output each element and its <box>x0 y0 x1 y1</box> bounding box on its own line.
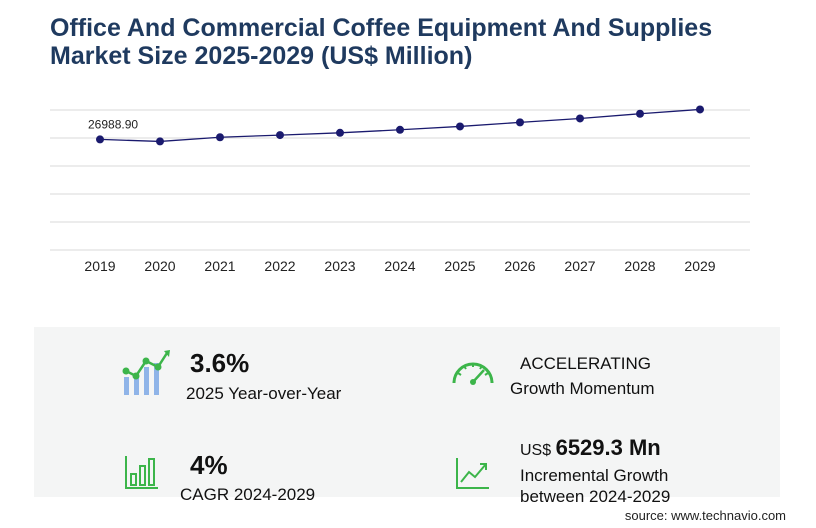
data-point <box>336 128 344 137</box>
x-tick-label: 2026 <box>504 258 535 274</box>
x-tick-label: 2027 <box>564 258 595 274</box>
data-point <box>456 122 464 131</box>
x-tick-label: 2024 <box>384 258 415 274</box>
data-point <box>696 105 704 114</box>
data-point <box>576 114 584 123</box>
chart-title: Office And Commercial Coffee Equipment A… <box>50 14 770 70</box>
x-tick-label: 2023 <box>324 258 355 274</box>
x-tick-label: 2020 <box>144 258 175 274</box>
line-chart: 2019 2020 2021 2022 2023 2024 2025 2026 2027 2028… <box>50 105 750 274</box>
incremental-value: 6529.3 Mn <box>555 435 661 460</box>
bar-growth-icon <box>122 350 170 395</box>
x-tick-label: 2025 <box>444 258 475 274</box>
momentum-value: ACCELERATING <box>520 354 651 373</box>
data-point <box>96 135 104 144</box>
speedometer-icon <box>452 362 494 385</box>
x-tick-label: 2019 <box>84 258 115 274</box>
kpi-panel <box>34 327 780 497</box>
cagr-value: 4% <box>190 450 228 480</box>
data-point <box>636 109 644 118</box>
incremental-label-1: Incremental Growth <box>520 466 669 485</box>
x-tick-label: 2029 <box>684 258 715 274</box>
x-tick-label: 2028 <box>624 258 655 274</box>
incremental-prefix: US$ <box>520 442 552 459</box>
momentum-label: Growth Momentum <box>510 379 655 398</box>
series-line <box>99 108 701 143</box>
incremental-label-2: between 2024-2029 <box>520 487 671 506</box>
cagr-label: CAGR 2024-2029 <box>180 485 316 504</box>
data-point <box>156 137 164 146</box>
data-point <box>276 131 284 140</box>
data-point <box>216 133 224 142</box>
bar-chart-icon <box>125 456 158 489</box>
trend-up-icon <box>456 458 489 489</box>
title-line-1: Office And Commercial Coffee Equipment A… <box>50 14 713 42</box>
incremental-value-row: US$ 6529.3 Mn <box>520 435 661 461</box>
source-credit: source: www.technavio.com <box>624 508 786 523</box>
yoy-value: 3.6% <box>190 348 250 378</box>
data-point <box>516 118 524 127</box>
x-tick-label: 2021 <box>204 258 235 274</box>
yoy-label: 2025 Year-over-Year <box>186 384 342 403</box>
x-tick-label: 2022 <box>264 258 295 274</box>
title-line-2: Market Size 2025-2029 (US$ Million) <box>50 42 473 70</box>
data-point <box>396 125 404 134</box>
data-label: 26988.90 <box>88 117 138 131</box>
